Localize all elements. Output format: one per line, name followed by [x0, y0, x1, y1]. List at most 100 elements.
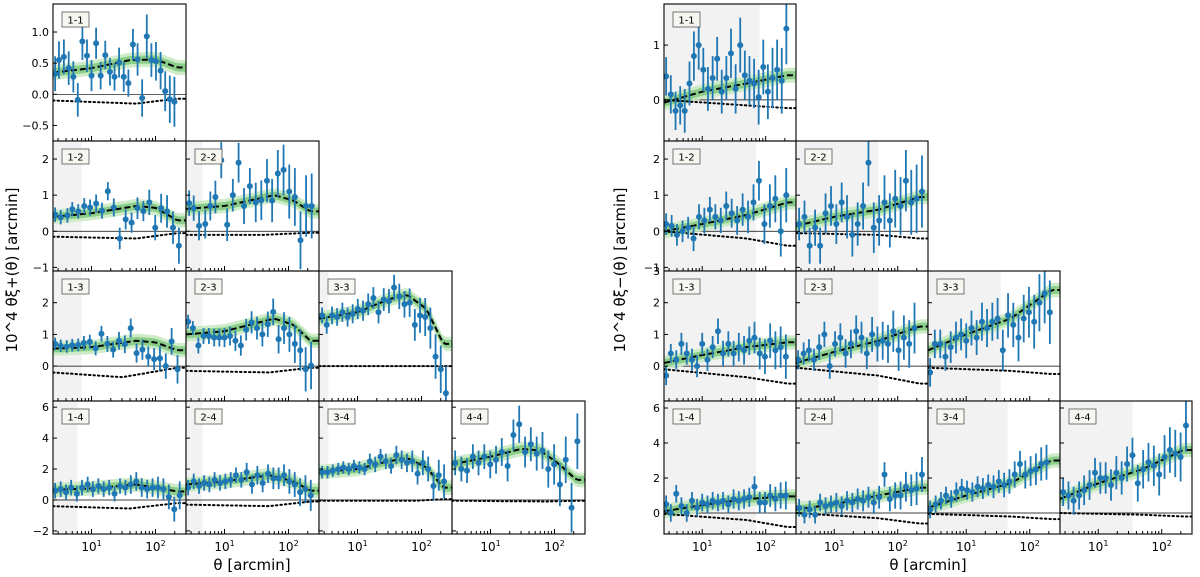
- data-point: [673, 490, 680, 497]
- data-point: [385, 298, 392, 305]
- data-point: [340, 464, 347, 471]
- y-tick-label: 4: [42, 432, 49, 445]
- bin-label: 1-3: [61, 278, 90, 295]
- data-point: [152, 224, 159, 231]
- xi-minus-y-axis-label: 10^4 θξ−(θ) [arcmin]: [611, 188, 629, 353]
- data-point: [176, 492, 183, 499]
- data-point: [168, 338, 175, 345]
- systematics-line: [319, 498, 452, 502]
- data-point: [222, 478, 229, 485]
- panel-plot-area: [664, 4, 796, 141]
- data-point: [302, 366, 309, 373]
- data-point: [876, 494, 883, 501]
- bin-label: 2-3: [194, 278, 223, 295]
- x-tick-label: 102: [278, 539, 298, 554]
- data-point: [430, 483, 437, 490]
- data-point: [243, 326, 250, 333]
- x-tick-label: 102: [1020, 539, 1040, 554]
- data-point: [782, 492, 789, 499]
- data-point: [275, 336, 282, 343]
- data-point: [365, 301, 372, 308]
- data-point: [995, 478, 1002, 485]
- x-tick-label: 101: [824, 539, 844, 554]
- data-point: [186, 318, 192, 325]
- data-point: [782, 353, 789, 360]
- data-point: [129, 41, 136, 48]
- data-point: [398, 456, 405, 463]
- data-point: [307, 492, 314, 499]
- data-point: [681, 107, 688, 114]
- data-point: [734, 217, 741, 224]
- panel-plot-area: [53, 141, 186, 271]
- panel-2-2: 2-2: [185, 140, 320, 272]
- data-point: [947, 344, 954, 351]
- data-point: [1046, 309, 1053, 316]
- data-point: [116, 235, 123, 242]
- data-point: [699, 340, 706, 347]
- data-point: [1150, 462, 1157, 469]
- bin-label-text: 3-3: [333, 283, 349, 294]
- data-point: [902, 177, 909, 184]
- panel-plot-area: [452, 405, 585, 533]
- data-point: [664, 372, 670, 379]
- bin-label-box: [61, 148, 90, 165]
- bin-label-text: 3-4: [333, 413, 349, 424]
- bin-label: 1-2: [672, 148, 701, 165]
- data-point: [688, 356, 695, 363]
- systematics-line: [53, 502, 186, 510]
- panel-4-4: 4-4 101 102: [1059, 400, 1193, 554]
- data-point: [171, 506, 178, 513]
- data-point: [690, 53, 697, 60]
- data-point: [664, 73, 670, 80]
- data-point: [401, 301, 408, 308]
- data-point: [860, 203, 867, 209]
- data-point: [714, 55, 721, 62]
- data-point: [186, 484, 192, 491]
- data-point: [349, 310, 356, 317]
- y-tick-label: 3: [653, 265, 660, 278]
- data-point: [897, 203, 904, 209]
- systematics-line: [186, 231, 319, 236]
- data-point: [690, 235, 697, 242]
- y-tick-label: 1: [653, 189, 660, 202]
- data-point: [202, 221, 209, 228]
- bin-label-box: [936, 278, 965, 295]
- data-point: [148, 57, 155, 64]
- bin-label: 3-3: [327, 278, 356, 295]
- data-point: [286, 478, 293, 485]
- data-point: [1031, 318, 1038, 325]
- data-point: [196, 483, 203, 490]
- data-point: [817, 242, 824, 249]
- data-point: [1006, 478, 1013, 485]
- data-point: [908, 199, 915, 206]
- data-point: [1108, 482, 1115, 488]
- xi-plus-x-axis-label: θ [arcmin]: [213, 556, 290, 574]
- data-point: [232, 337, 239, 344]
- data-point: [1032, 466, 1039, 473]
- data-point: [741, 72, 748, 79]
- data-point: [858, 334, 865, 341]
- data-point: [201, 479, 208, 486]
- data-point: [964, 487, 971, 494]
- data-point: [308, 203, 315, 209]
- panel-plot-area: [664, 401, 796, 534]
- data-point: [860, 497, 867, 504]
- data-point: [297, 347, 304, 354]
- panel-plot-area: [664, 141, 796, 271]
- data-point: [694, 504, 701, 511]
- data-point: [102, 52, 109, 59]
- scale-cut-region: [186, 401, 203, 534]
- bin-label-text: 1-2: [678, 153, 694, 164]
- data-point: [116, 59, 123, 66]
- xi-plus-y-axis-label: 10^4 θξ+(θ) [arcmin]: [3, 188, 21, 353]
- data-point: [913, 485, 920, 492]
- data-point: [842, 350, 849, 357]
- data-point: [196, 222, 203, 229]
- data-point: [78, 484, 85, 491]
- data-point: [755, 177, 762, 184]
- data-point: [796, 356, 802, 363]
- data-point: [275, 475, 282, 482]
- data-point: [822, 210, 829, 217]
- systematics-line: [186, 366, 319, 374]
- y-tick-label: 0.0: [32, 88, 50, 101]
